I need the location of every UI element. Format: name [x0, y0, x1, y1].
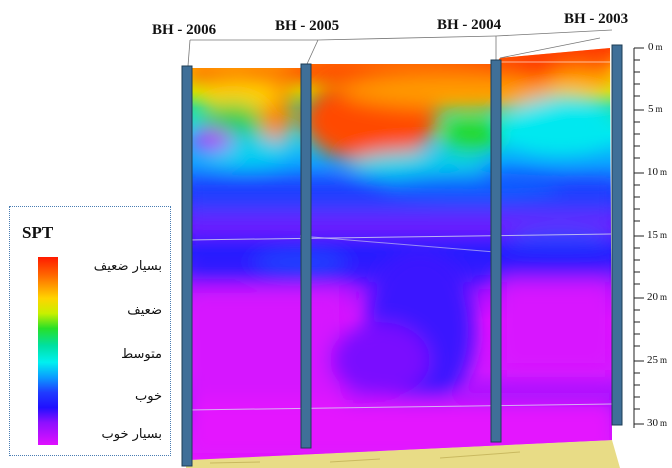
spt-color-section — [188, 48, 612, 460]
legend-item-medium: متوسط — [121, 347, 162, 362]
legend-item-very-good: بسیار خوب — [101, 427, 163, 442]
ground-surface — [186, 440, 620, 468]
spt-legend: SPT بسیار ضعیف ضعیف متوسط خوب بسیار خوب — [9, 206, 171, 456]
borehole-bh-2005 — [300, 63, 312, 449]
depth-label-15: 15 m — [647, 229, 668, 241]
label-leader-lines — [187, 29, 613, 67]
borehole-columns — [181, 44, 623, 467]
borehole-bh-2004 — [490, 59, 502, 443]
depth-label-25: 25 m — [647, 354, 668, 366]
legend-item-weak: ضعیف — [127, 303, 162, 318]
legend-item-very-weak: بسیار ضعیف — [93, 259, 162, 274]
borehole-label-bh-2003: BH - 2003 — [564, 11, 629, 27]
depth-label-30: 30 m — [647, 417, 668, 429]
depth-label-20: 20 m — [647, 291, 668, 303]
borehole-label-bh-2006: BH - 2006 — [152, 22, 217, 38]
depth-scale — [633, 47, 644, 428]
borehole-bh-2006 — [181, 65, 193, 467]
legend-item-good: خوب — [135, 389, 162, 404]
legend-title: SPT — [22, 223, 54, 242]
depth-label-10: 10 m — [647, 166, 668, 178]
legend-color-bar — [38, 257, 58, 445]
borehole-label-bh-2004: BH - 2004 — [437, 17, 502, 33]
borehole-label-bh-2005: BH - 2005 — [275, 18, 340, 34]
borehole-bh-2003 — [611, 44, 623, 426]
